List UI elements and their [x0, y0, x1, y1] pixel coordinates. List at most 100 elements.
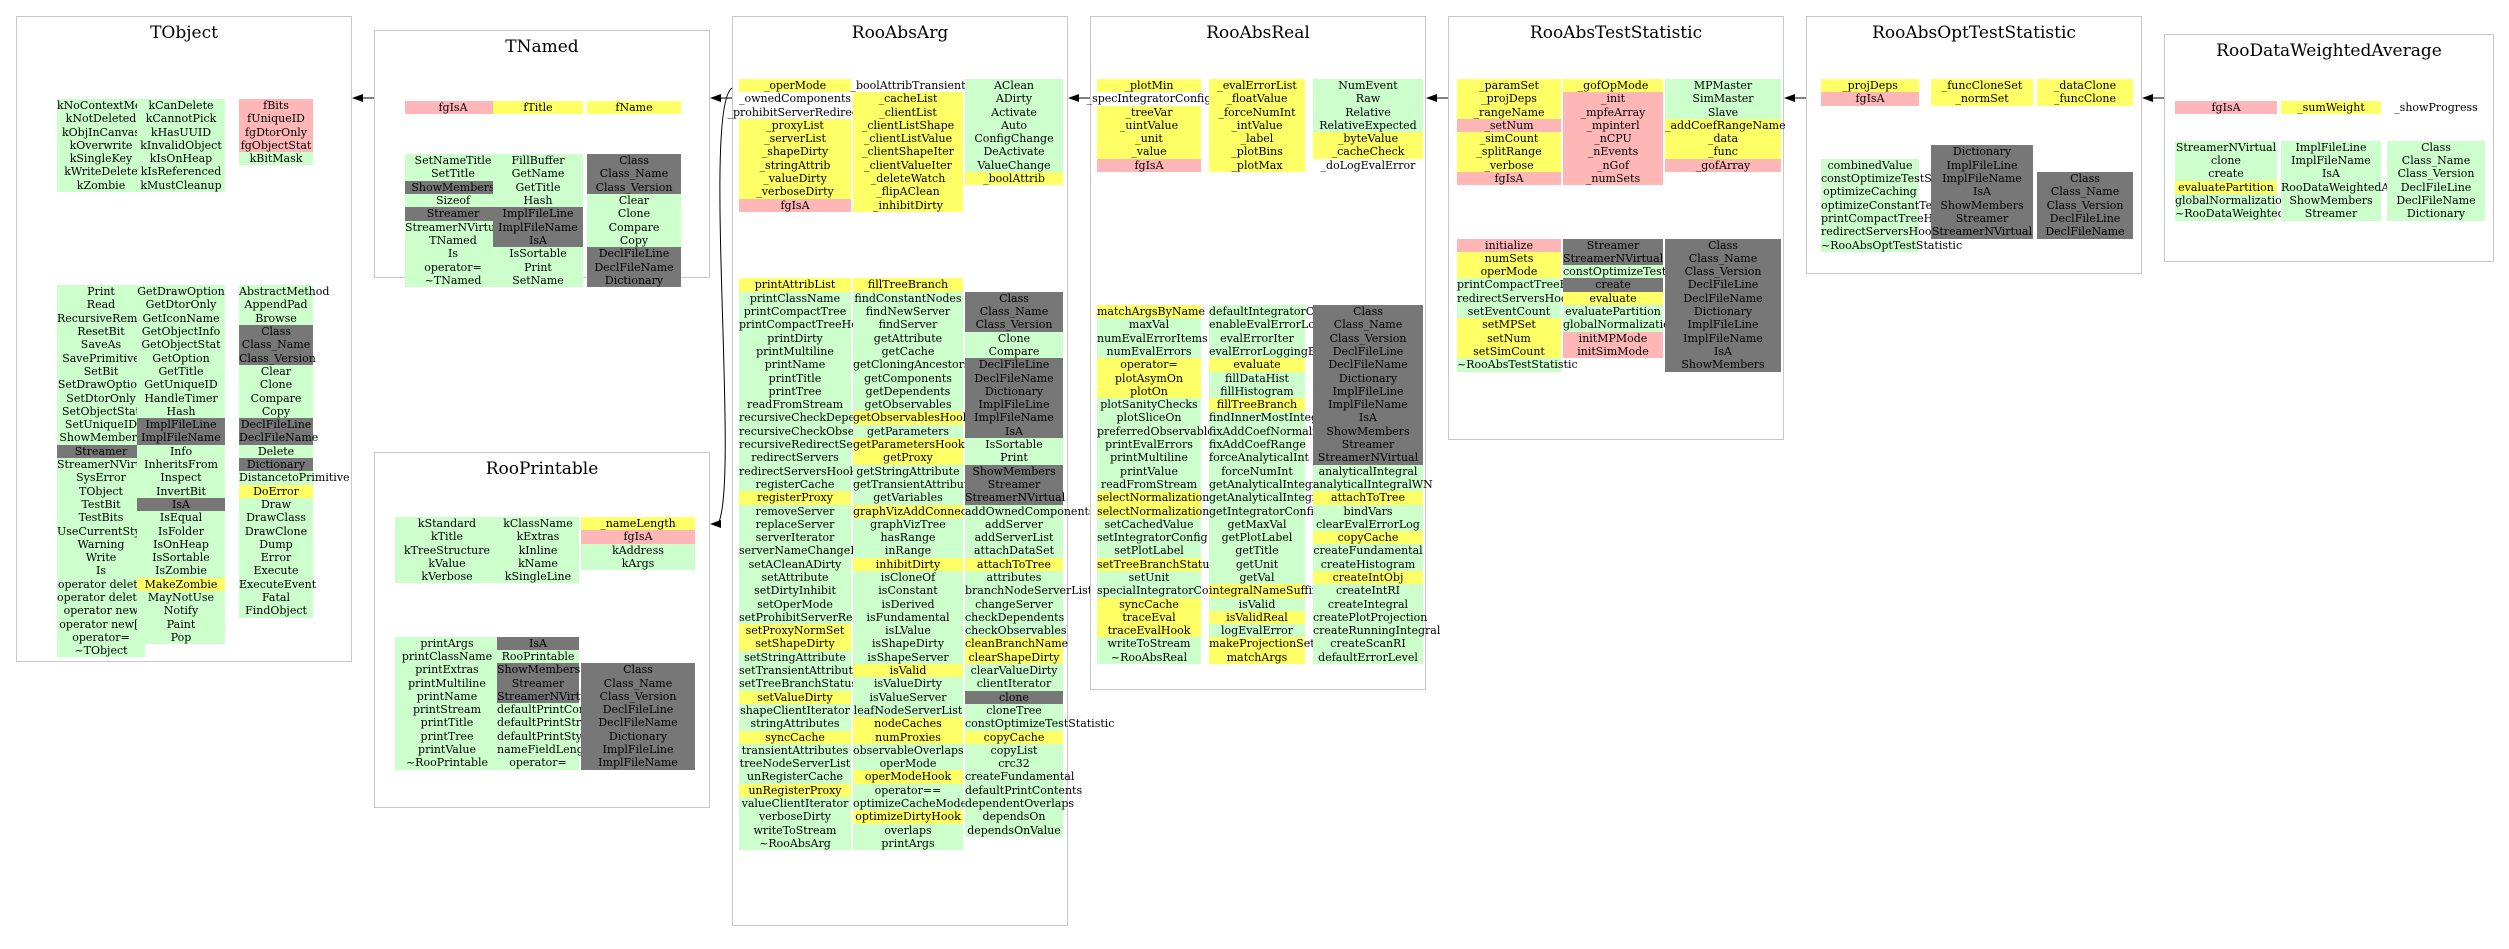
- class-member: isDerived: [853, 597, 963, 611]
- class-member: getParametersHook: [853, 438, 965, 452]
- class-member: _stringAttrib: [739, 158, 851, 173]
- class-box-rooprintable: RooPrintable kStandard kTitle kTreeStructur…: [374, 452, 710, 808]
- class-member: setOperMode: [739, 597, 851, 611]
- class-member: _data: [1665, 132, 1781, 146]
- class-member: Class_Version: [965, 318, 1063, 332]
- class-member: IsSortable: [965, 438, 1063, 452]
- class-member: redirectServersHook: [1821, 225, 1939, 239]
- class-member: Clone: [965, 331, 1063, 345]
- member-column: _gofOpMode _init _mpfeArray _mpinterl _nCPU _…: [1563, 79, 1712, 359]
- class-member: setShapeDirty: [739, 637, 851, 651]
- class-member: DeclFileName: [2037, 225, 2133, 239]
- class-member: printStream: [395, 703, 499, 717]
- class-member: getDependents: [853, 384, 963, 399]
- class-member: ADirty: [965, 92, 1063, 106]
- class-member: Raw: [1313, 92, 1423, 106]
- class-member: create: [1563, 278, 1663, 292]
- class-member: DeclFileLine: [2387, 180, 2485, 195]
- class-member: Copy: [239, 404, 313, 419]
- class-member: defaultPrintStream: [497, 716, 605, 730]
- class-title: RooAbsReal: [1206, 23, 1310, 43]
- class-member: _sumWeight: [2281, 101, 2381, 115]
- class-member: setCachedValue: [1097, 517, 1201, 532]
- class-member: Class_Name: [581, 676, 695, 690]
- inheritance-arrow: [352, 94, 374, 102]
- class-member: _specIntegratorConfig: [1086, 92, 1212, 106]
- class-member: _nGof: [1563, 158, 1663, 173]
- inheritance-arrow: [2142, 94, 2164, 102]
- class-member: _plotMax: [1209, 158, 1305, 173]
- class-member: attributes: [965, 570, 1063, 585]
- class-member: clone: [2175, 154, 2277, 168]
- class-member: operator==: [853, 783, 963, 798]
- class-member: StreamerNVirtual: [1563, 251, 1664, 266]
- class-member: _dataClone: [2037, 79, 2133, 93]
- class-member: ~RooPrintable: [395, 756, 499, 770]
- class-member: _nameLength: [581, 517, 695, 531]
- class-member: _proxyList: [739, 118, 851, 133]
- class-member: getTransientAttribute: [853, 477, 975, 492]
- inheritance-arrow: [1068, 94, 1090, 102]
- class-member: fillTreeBranch: [1209, 398, 1305, 412]
- class-title: TNamed: [505, 37, 579, 57]
- class-member: printMultiline: [739, 344, 851, 359]
- class-member: GetDtorOnly: [137, 298, 225, 312]
- class-member: Print: [965, 451, 1063, 465]
- class-member: ~TNamed: [405, 273, 501, 288]
- class-member: SaveAs: [57, 338, 145, 352]
- class-member: Is: [405, 247, 501, 261]
- class-member: operator=: [57, 630, 145, 645]
- class-member: HandleTimer: [137, 391, 225, 405]
- member-column: _boolAttribTransient _cacheList _clientLis…: [850, 79, 994, 851]
- class-member: printClassName: [395, 649, 499, 664]
- class-member: Class_Name: [965, 305, 1063, 319]
- class-member: Browse: [239, 311, 313, 326]
- class-member: _cacheList: [853, 92, 963, 106]
- class-member: transientAttributes: [739, 743, 851, 758]
- class-member: kNotDeleted: [57, 112, 145, 126]
- class-member: IsA: [1665, 344, 1781, 359]
- class-member: copyList: [965, 743, 1063, 758]
- class-member: replaceServer: [739, 517, 851, 532]
- class-member: addOwnedComponents: [965, 504, 1095, 518]
- class-member: dependsOn: [965, 810, 1063, 824]
- class-member: setProhibitServerRedirect: [739, 610, 886, 625]
- class-member: printArgs: [395, 636, 499, 650]
- class-member: operator delete[]: [57, 590, 152, 605]
- class-member: ImplFileName: [493, 220, 583, 234]
- class-member: Class: [2387, 140, 2485, 155]
- class-member: fgIsA: [581, 530, 695, 544]
- class-member: Draw: [239, 497, 313, 512]
- class-member: _intValue: [1209, 118, 1305, 133]
- class-member: kSingleKey: [57, 152, 145, 166]
- inheritance-arrow: [710, 87, 733, 528]
- class-member: Class: [581, 663, 695, 677]
- class-member: getProxy: [853, 451, 963, 465]
- class-member: hasRange: [853, 531, 963, 545]
- class-member: MakeZombie: [137, 577, 225, 591]
- class-member: Compare: [965, 344, 1063, 359]
- class-member: GetOption: [137, 351, 225, 365]
- class-member: Read: [57, 298, 145, 312]
- class-member: fgDtorOnly: [239, 125, 313, 139]
- class-member: _rangeName: [1457, 105, 1561, 119]
- class-member: numSets: [1457, 251, 1561, 266]
- class-member: SetNameTitle: [405, 154, 501, 168]
- member-column: _sumWeight ImplFileLine ImplFileName IsA Roo…: [2281, 101, 2427, 221]
- class-member: _func: [1665, 145, 1781, 159]
- class-member: matchArgsByName: [1097, 305, 1205, 319]
- class-member: operator=: [405, 260, 501, 274]
- class-member: Notify: [137, 604, 225, 618]
- class-member: nodeCaches: [853, 717, 963, 731]
- class-member: getStringAttribute: [853, 464, 963, 478]
- class-member: printAttribList: [739, 278, 851, 292]
- member-column: MPMaster SimMaster Slave _addCoefRangeName _…: [1665, 79, 1786, 372]
- class-member: printValue: [1097, 464, 1201, 478]
- class-member: clone: [965, 690, 1063, 704]
- class-member: ImplFileLine: [2281, 140, 2381, 155]
- class-member: createPlotProjection: [1313, 610, 1428, 625]
- class-member: kExtras: [497, 530, 579, 544]
- class-member: numEvalErrorItems: [1097, 331, 1208, 345]
- class-member: setIntegratorConfig: [1097, 531, 1208, 545]
- class-member: DrawClone: [239, 524, 313, 538]
